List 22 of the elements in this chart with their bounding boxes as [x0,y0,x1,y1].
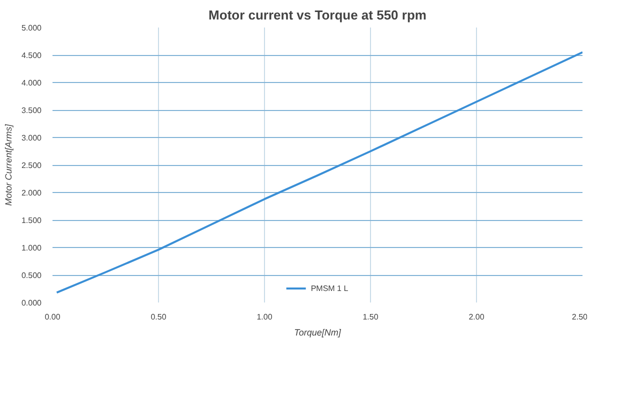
y-tick-label: 4.000 [21,78,42,88]
y-axis-title: Motor Current[Arms] [3,124,14,206]
y-tick-label: 3.500 [21,106,42,115]
y-tick-label: 1.000 [21,244,42,252]
line-series [56,51,582,294]
x-axis-title: Torque[Nm] [294,328,342,338]
y-tick-label: 3.000 [21,134,42,142]
chart-title: Motor current vs Torque at 550 rpm [208,8,426,22]
y-tick-label: 1.500 [21,216,42,225]
y-tick-label: 4.500 [21,51,42,60]
y-tick-label: 5.000 [21,24,42,32]
y-tick-label: 2.500 [21,161,42,170]
x-tick-label: 0.50 [150,312,167,322]
y-tick-label: 2.000 [21,188,42,198]
x-tick-label: 2.50 [572,312,588,322]
x-tick-label: 1.50 [362,312,379,322]
legend-label: PMSM 1 L [310,284,348,292]
x-tick-label: 1.00 [256,312,273,322]
y-tick-label: 0.500 [21,271,42,280]
x-tick-label: 2.00 [468,312,485,322]
x-tick-label: 0.00 [44,312,61,322]
y-tick-label: 0.000 [21,298,42,308]
